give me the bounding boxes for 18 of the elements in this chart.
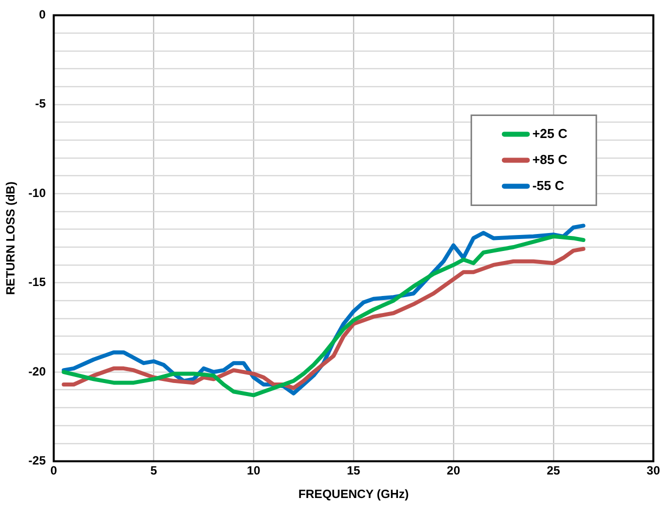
y-tick-label: -5 <box>35 96 46 111</box>
x-tick-label: 10 <box>246 464 261 478</box>
x-tick-label: 15 <box>346 464 361 478</box>
legend-label: -55 C <box>532 178 565 193</box>
y-tick-label: -25 <box>28 454 46 468</box>
y-axis-title: RETURN LOSS (dB) <box>4 182 18 295</box>
y-tick-label: -15 <box>28 275 46 290</box>
legend-label: +85 C <box>532 152 568 167</box>
x-tick-label: 5 <box>150 464 158 478</box>
x-tick-label: 30 <box>646 464 660 478</box>
y-tick-label: -10 <box>28 186 46 200</box>
y-tick-label: 0 <box>39 8 46 22</box>
y-tick-label: -20 <box>28 364 46 378</box>
x-axis-title: FREQUENCY (GHz) <box>298 487 409 502</box>
x-tick-label: 0 <box>50 464 58 478</box>
legend-label: +25 C <box>532 126 568 141</box>
x-tick-label: 25 <box>546 464 560 478</box>
x-tick-label: 20 <box>446 464 460 478</box>
